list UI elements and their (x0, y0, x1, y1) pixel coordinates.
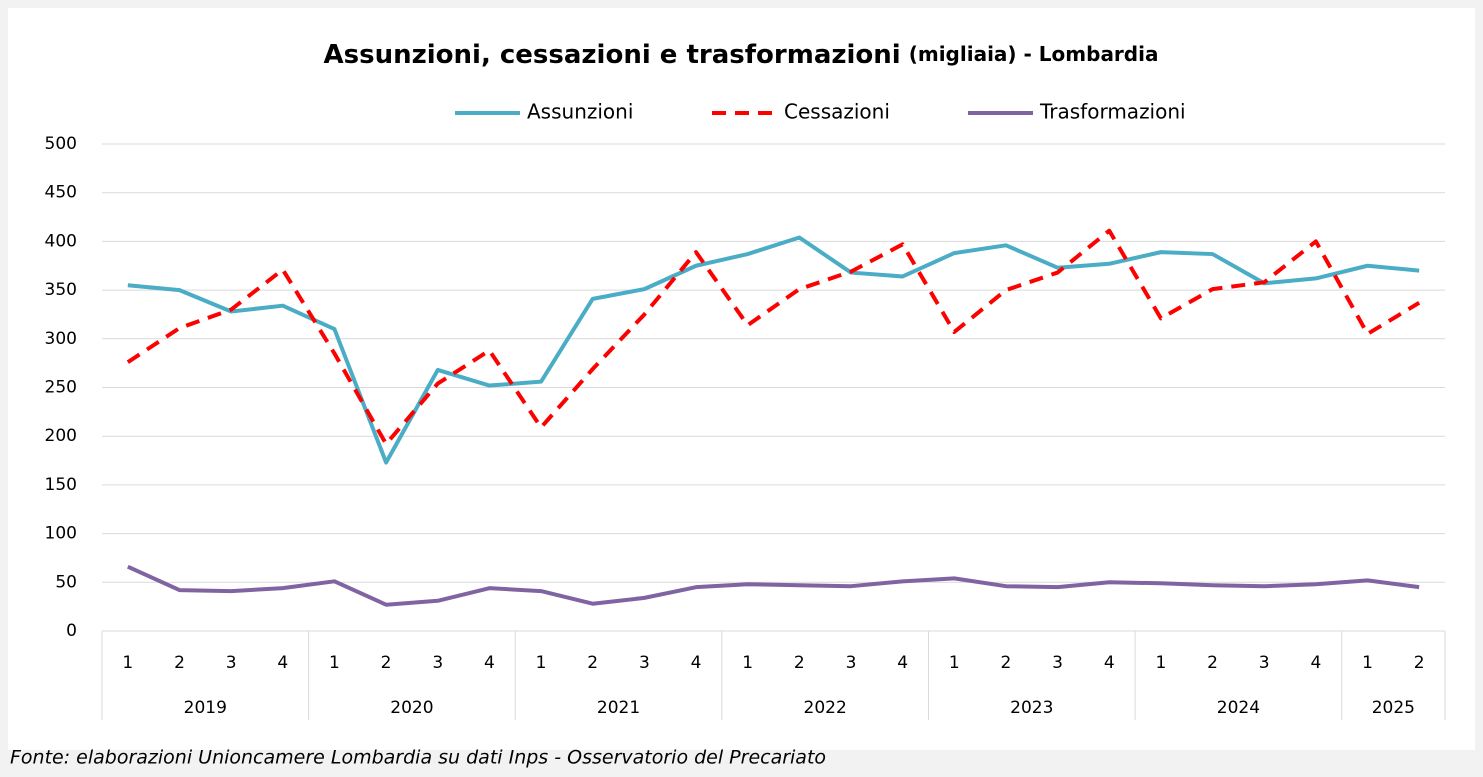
series-line (127, 235, 1420, 465)
chart-title: Assunzioni, cessazioni e trasformazioni (… (324, 40, 1159, 70)
y-tick-label: 200 (45, 426, 77, 446)
x-tick-label: 3 (639, 653, 650, 673)
x-group-label: 2023 (1010, 698, 1053, 718)
legend-label: Cessazioni (784, 100, 890, 124)
x-tick-label: 4 (1104, 653, 1115, 673)
x-tick-label: 1 (122, 653, 133, 673)
y-tick-label: 350 (45, 280, 77, 300)
x-tick-label: 2 (381, 653, 392, 673)
x-tick-label: 4 (691, 653, 702, 673)
x-group-label: 2019 (184, 698, 227, 718)
x-tick-label: 1 (536, 653, 547, 673)
legend-label: Assunzioni (527, 100, 633, 124)
x-tick-label: 3 (226, 653, 237, 673)
series-line (126, 228, 1421, 446)
x-tick-label: 3 (1259, 653, 1270, 673)
legend-label: Trasformazioni (1039, 100, 1186, 124)
x-tick-label: 2 (1207, 653, 1218, 673)
y-tick-label: 0 (66, 621, 77, 641)
x-tick-label: 3 (1052, 653, 1063, 673)
x-tick-label: 3 (846, 653, 857, 673)
x-tick-label: 3 (432, 653, 443, 673)
y-tick-label: 250 (45, 378, 77, 398)
x-tick-label: 1 (742, 653, 753, 673)
x-tick-label: 2 (174, 653, 185, 673)
series-line (127, 564, 1420, 607)
x-tick-label: 2 (794, 653, 805, 673)
x-group-label: 2024 (1217, 698, 1260, 718)
chart-area (8, 8, 1475, 750)
x-tick-label: 4 (484, 653, 495, 673)
x-tick-label: 1 (1155, 653, 1166, 673)
y-tick-label: 450 (45, 183, 77, 203)
y-tick-label: 500 (45, 134, 77, 154)
title: Assunzioni, cessazioni e trasformazioni (324, 40, 901, 70)
y-tick-label: 50 (55, 572, 77, 592)
source-note: Fonte: elaborazioni Unioncamere Lombardi… (10, 747, 826, 769)
x-tick-label: 2 (1414, 653, 1425, 673)
x-tick-label: 2 (1001, 653, 1012, 673)
x-tick-label: 4 (277, 653, 288, 673)
x-tick-label: 4 (897, 653, 908, 673)
x-group-label: 2022 (804, 698, 847, 718)
y-tick-label: 300 (45, 329, 77, 349)
x-tick-label: 2 (587, 653, 598, 673)
x-group-label: 2020 (390, 698, 433, 718)
x-tick-label: 1 (329, 653, 340, 673)
x-group-label: 2021 (597, 698, 640, 718)
y-tick-label: 100 (45, 524, 77, 544)
x-tick-label: 1 (1362, 653, 1373, 673)
x-tick-label: 1 (949, 653, 960, 673)
x-group-label: 2025 (1372, 698, 1415, 718)
y-tick-label: 150 (45, 475, 77, 495)
y-tick-label: 400 (45, 231, 77, 251)
x-tick-label: 4 (1310, 653, 1321, 673)
subtitle: (migliaia) - Lombardia (909, 42, 1159, 66)
